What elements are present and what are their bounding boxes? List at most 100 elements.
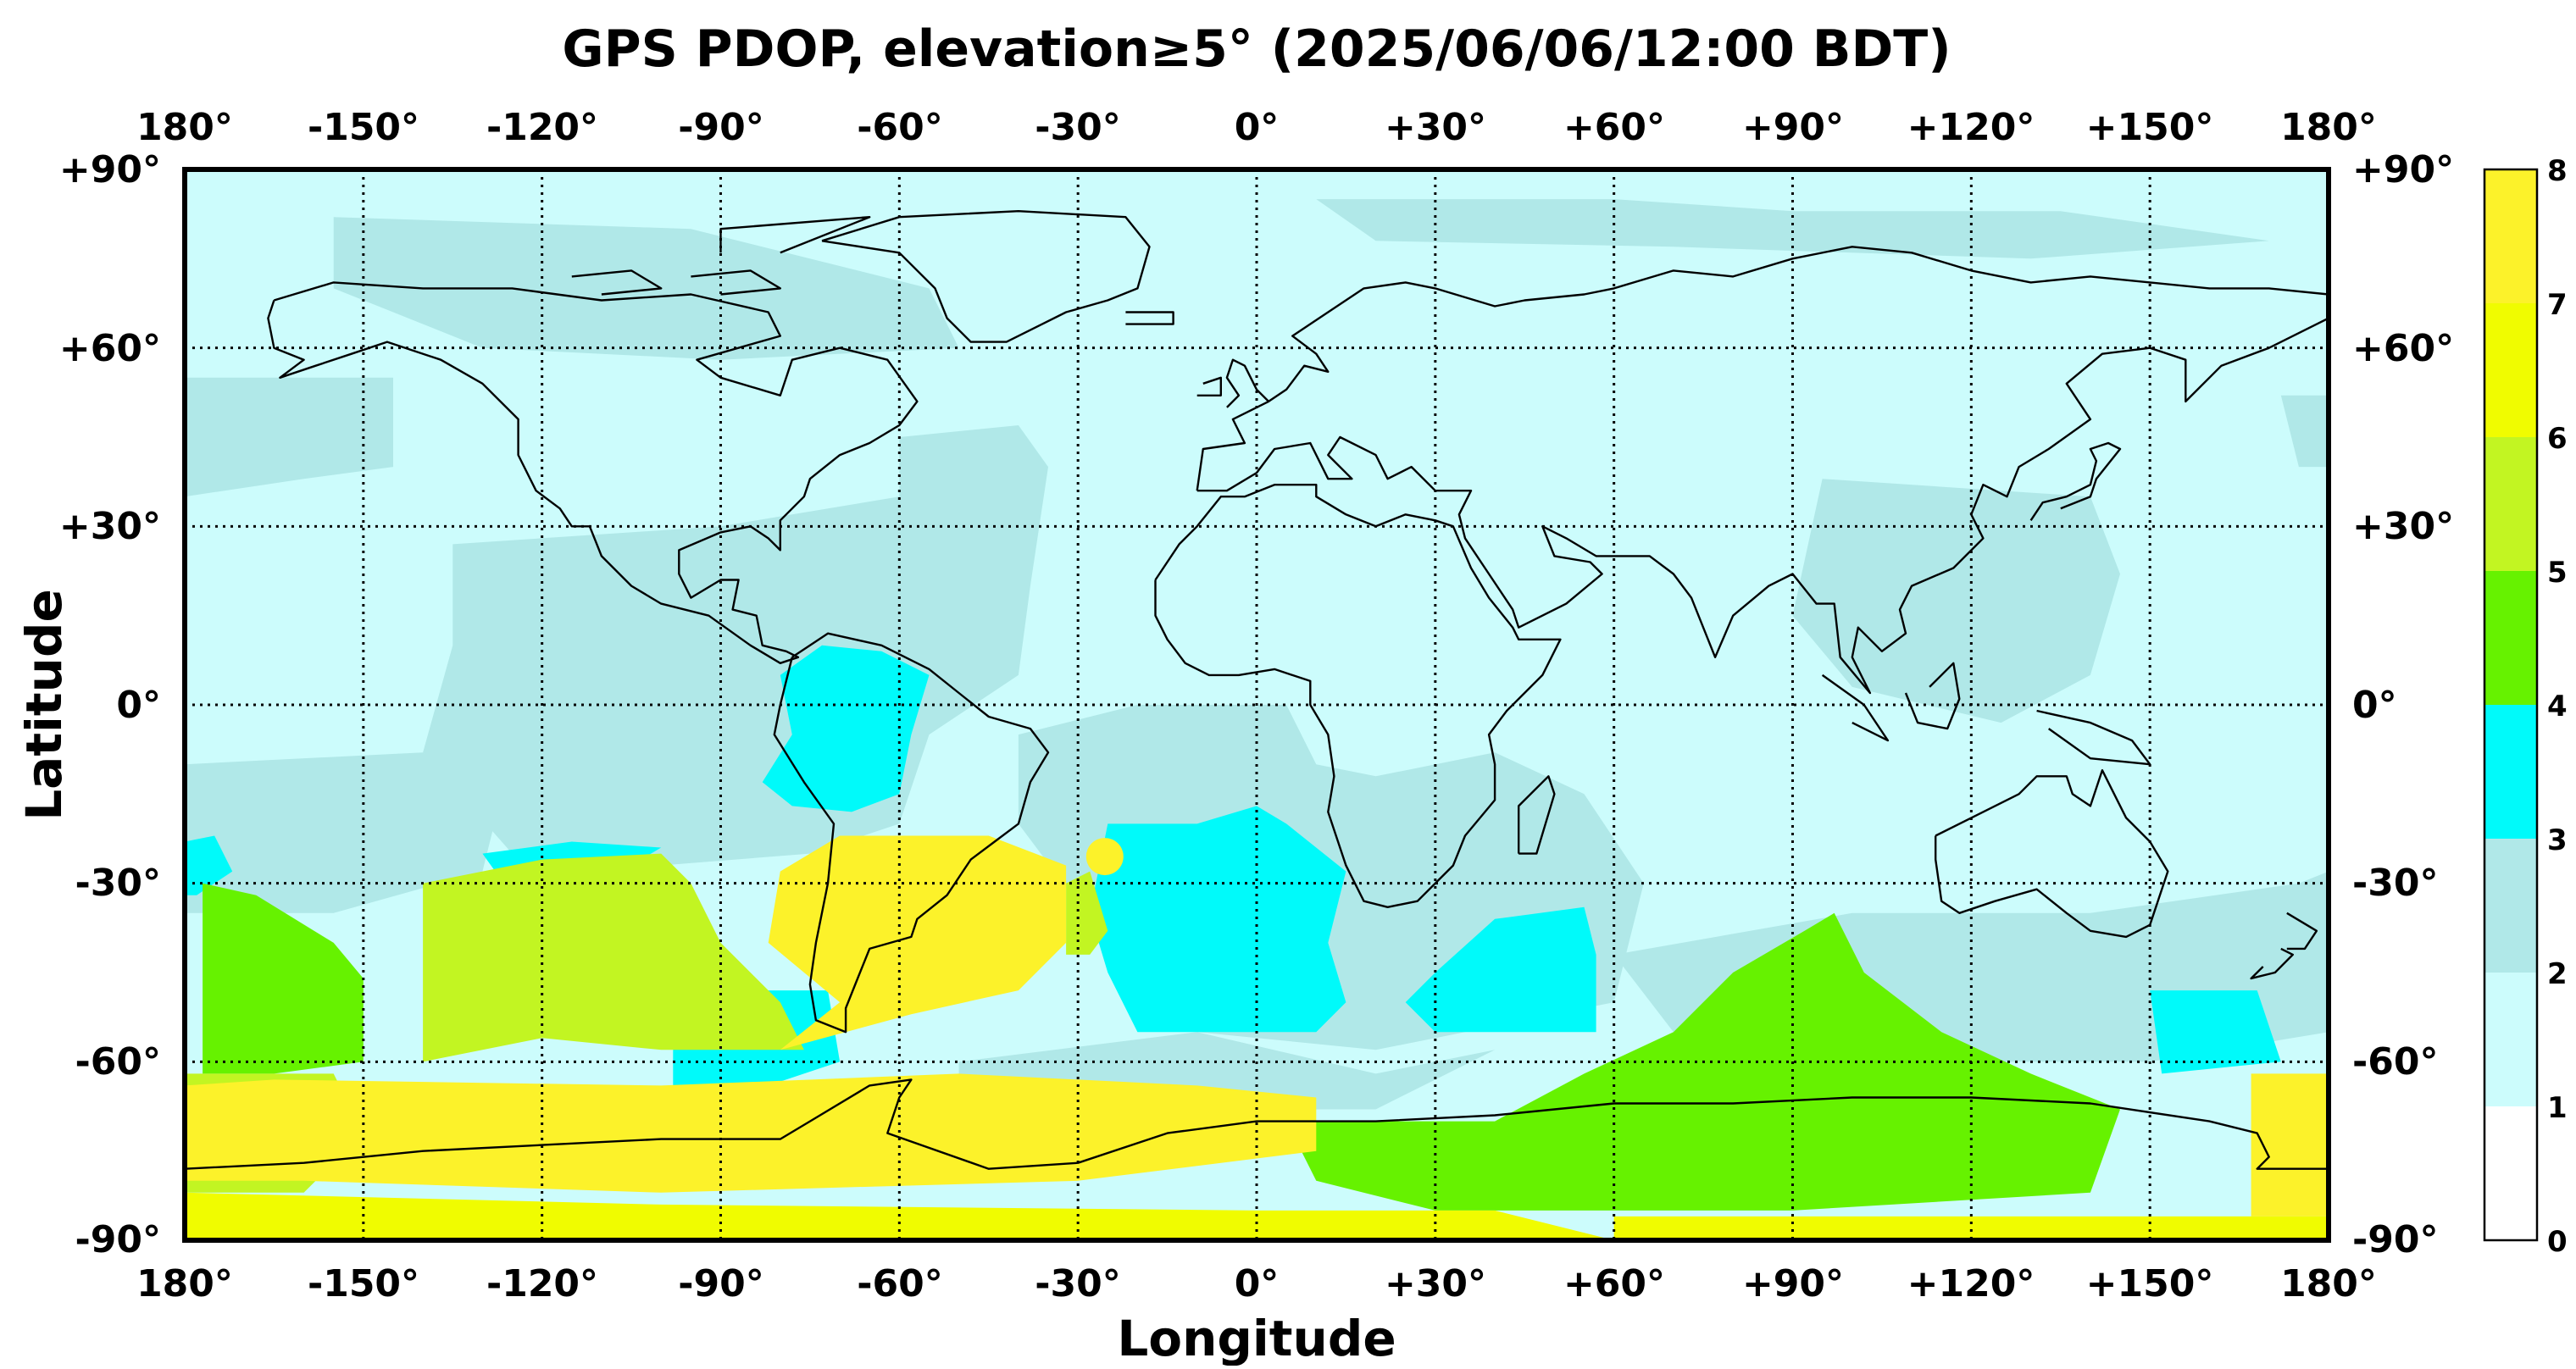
- y-axis-label: Latitude: [15, 589, 73, 821]
- lat-tick-left: -30°: [75, 862, 162, 905]
- lon-tick-top: -90°: [678, 106, 764, 149]
- figure-title: GPS PDOP, elevation≥5° (2025/06/06/12:00…: [562, 19, 1951, 79]
- lon-tick-bottom: 180°: [136, 1262, 233, 1305]
- colorbar-band: [2484, 169, 2537, 303]
- colorbar-band: [2484, 1106, 2537, 1240]
- pdop-region: [423, 853, 804, 1062]
- colorbar-tick: 3: [2547, 823, 2568, 857]
- lat-tick-left: +60°: [59, 327, 161, 370]
- pdop-region: [1090, 806, 1346, 1033]
- pdop-region: [185, 377, 393, 497]
- lon-tick-bottom: -150°: [308, 1262, 419, 1305]
- coastline: [1125, 311, 1174, 325]
- x-axis-label: Longitude: [1117, 1310, 1396, 1366]
- lon-tick-bottom: +90°: [1742, 1262, 1844, 1305]
- pdop-region: [185, 1073, 1317, 1193]
- coastline: [2286, 912, 2318, 951]
- coastline: [1196, 376, 1223, 396]
- lon-tick-bottom: 180°: [2280, 1262, 2377, 1305]
- colorbar-tick: 0: [2547, 1225, 2568, 1259]
- lat-tick-right: -30°: [2352, 862, 2439, 905]
- coastline: [1517, 775, 1556, 855]
- colorbar-band: [2484, 437, 2537, 571]
- lon-tick-bottom: +120°: [1907, 1262, 2035, 1305]
- pdop-region: [1085, 838, 1124, 876]
- colorbar-tick: 7: [2547, 288, 2568, 322]
- coastline: [1904, 662, 1961, 730]
- lat-tick-left: +90°: [59, 148, 161, 191]
- lat-tick-right: +30°: [2352, 505, 2454, 548]
- lat-tick-right: -90°: [2352, 1218, 2439, 1261]
- lon-tick-top: -60°: [857, 106, 943, 149]
- pdop-region: [768, 835, 1067, 1050]
- map-area: [182, 167, 2331, 1243]
- lon-tick-bottom: -90°: [678, 1262, 764, 1305]
- lon-tick-top: -120°: [486, 106, 598, 149]
- lat-tick-right: +60°: [2352, 327, 2454, 370]
- pdop-region: [1405, 906, 1596, 1033]
- lon-tick-bottom: +60°: [1563, 1262, 1665, 1305]
- colorbar-tick: 5: [2547, 556, 2568, 590]
- pdop-region: [2251, 1073, 2329, 1217]
- lon-tick-top: 180°: [136, 106, 233, 149]
- coastline: [2250, 947, 2295, 980]
- pdop-region: [1792, 479, 2120, 723]
- lat-tick-left: -60°: [75, 1040, 162, 1084]
- lat-tick-right: -60°: [2352, 1040, 2439, 1084]
- pdop-region: [185, 835, 233, 895]
- pdop-region: [203, 883, 364, 1074]
- coastline: [821, 209, 1151, 343]
- pdop-region: [185, 752, 495, 913]
- lon-tick-top: +60°: [1563, 106, 1665, 149]
- colorbar-tick: 2: [2547, 957, 2568, 991]
- coastline: [1225, 358, 1269, 408]
- pdop-region: [762, 645, 930, 812]
- lat-tick-left: 0°: [116, 684, 161, 727]
- coastline: [571, 269, 663, 296]
- coastline: [1154, 484, 1562, 909]
- colorbar-bands: [2484, 169, 2537, 1240]
- map-frame: [182, 167, 2331, 1243]
- coastline: [267, 281, 919, 664]
- coastline: [773, 632, 1050, 1034]
- coastline: [1196, 246, 2329, 695]
- pdop-region: [2280, 395, 2329, 468]
- colorbar-band: [2484, 303, 2537, 437]
- lon-tick-top: +120°: [1907, 106, 2035, 149]
- lon-tick-top: 0°: [1235, 106, 1280, 149]
- coastline: [691, 269, 781, 296]
- lat-tick-right: +90°: [2352, 148, 2454, 191]
- lon-tick-top: +90°: [1742, 106, 1844, 149]
- lon-tick-bottom: -120°: [486, 1262, 598, 1305]
- lon-tick-top: 180°: [2280, 106, 2377, 149]
- colorbar-tick: 8: [2547, 154, 2568, 188]
- colorbar: 8 7 6 5 4 3 2 1 0: [2483, 154, 2568, 1259]
- coastline: [2036, 709, 2151, 766]
- colorbar-band: [2484, 705, 2537, 839]
- colorbar-band: [2484, 839, 2537, 973]
- lon-tick-bottom: +150°: [2086, 1262, 2214, 1305]
- lon-tick-top: +30°: [1385, 106, 1486, 149]
- coastline: [719, 216, 871, 254]
- lon-tick-bottom: -30°: [1035, 1262, 1121, 1305]
- lon-tick-bottom: +30°: [1385, 1262, 1486, 1305]
- lon-tick-top: -30°: [1035, 106, 1121, 149]
- pdop-region: [1066, 871, 1108, 955]
- colorbar-frame: [2483, 168, 2539, 1242]
- lon-tick-top: -150°: [308, 106, 419, 149]
- pdop-region: [2150, 990, 2281, 1074]
- colorbar-tick: 4: [2547, 690, 2568, 723]
- lon-tick-top: +150°: [2086, 106, 2214, 149]
- coastline: [1821, 673, 1890, 742]
- lon-tick-bottom: -60°: [857, 1262, 943, 1305]
- lat-tick-left: +30°: [59, 505, 161, 548]
- colorbar-tick: 6: [2547, 422, 2568, 456]
- coastline: [185, 1078, 2329, 1170]
- lon-tick-bottom: 0°: [1235, 1262, 1280, 1305]
- colorbar-tick: 1: [2547, 1091, 2568, 1125]
- pdop-region: [333, 217, 959, 360]
- pdop-region: [1613, 1216, 2329, 1240]
- graticule: [185, 169, 2329, 1240]
- lat-tick-right: 0°: [2352, 684, 2397, 727]
